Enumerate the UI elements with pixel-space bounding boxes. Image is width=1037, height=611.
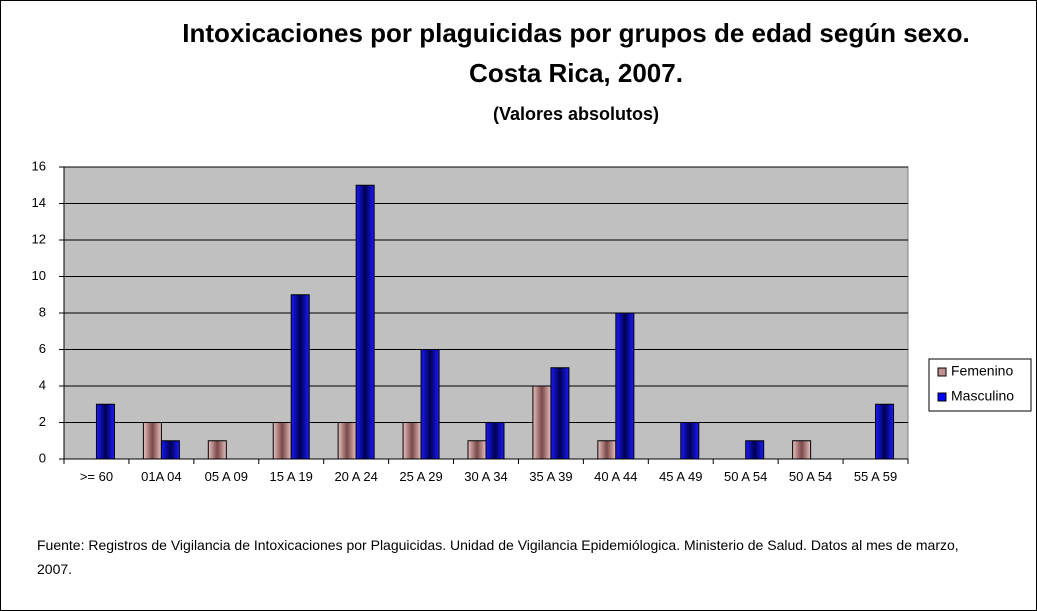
- legend-label: Masculino: [951, 388, 1014, 404]
- x-tick-label: >= 60: [79, 469, 114, 484]
- x-tick-label: 20 A 24: [334, 469, 378, 484]
- y-tick-label: 10: [32, 268, 46, 283]
- x-tick-label: 40 A 44: [594, 469, 638, 484]
- bar: [402, 422, 422, 460]
- y-tick-label: 12: [32, 231, 46, 246]
- y-tick-label: 0: [39, 450, 46, 465]
- x-tick-label: 15 A 19: [269, 469, 313, 484]
- bar: [272, 422, 292, 460]
- bar: [485, 422, 505, 460]
- y-tick-label: 2: [39, 414, 46, 429]
- y-tick-label: 4: [39, 377, 46, 392]
- bar: [290, 294, 310, 460]
- bar: [420, 349, 440, 460]
- bar: [207, 440, 227, 460]
- y-tick-label: 8: [39, 304, 46, 319]
- x-tick-label: 55 A 59: [853, 469, 898, 484]
- bar: [467, 440, 487, 460]
- y-tick-label: 6: [39, 341, 46, 356]
- bar: [142, 422, 162, 460]
- legend-label: Femenino: [951, 363, 1013, 379]
- legend-swatch: [937, 367, 947, 377]
- x-tick-label: 50 A 54: [723, 469, 768, 484]
- y-tick-label: 14: [32, 195, 46, 210]
- x-tick-label: 35 A 39: [529, 469, 573, 484]
- x-tick-label: 50 A 54: [788, 469, 833, 484]
- chart-subtitle: (Valores absolutos): [492, 104, 660, 124]
- bar: [745, 440, 765, 460]
- bar: [875, 403, 895, 460]
- bar: [95, 403, 115, 460]
- bar: [160, 440, 180, 460]
- source-note: Fuente: Registros de Vigilancia de Intox…: [37, 537, 959, 577]
- y-tick-label: 16: [32, 158, 46, 173]
- chart-title: Intoxicaciones por plaguicidas por grupo…: [182, 18, 970, 88]
- x-tick-label: 45 A 49: [659, 469, 703, 484]
- x-tick-label: 30 A 34: [464, 469, 508, 484]
- x-tick-label: 25 A 29: [399, 469, 443, 484]
- bar: [680, 422, 700, 460]
- bar: [615, 312, 635, 460]
- bar: [550, 367, 570, 460]
- x-tick-label: 01A 04: [141, 469, 182, 484]
- bar: [337, 422, 357, 460]
- bar: [355, 184, 375, 460]
- x-tick-label: 05 A 09: [204, 469, 248, 484]
- bar: [532, 385, 552, 460]
- legend-swatch: [937, 392, 947, 402]
- bar: [597, 440, 617, 460]
- bar: [792, 440, 812, 460]
